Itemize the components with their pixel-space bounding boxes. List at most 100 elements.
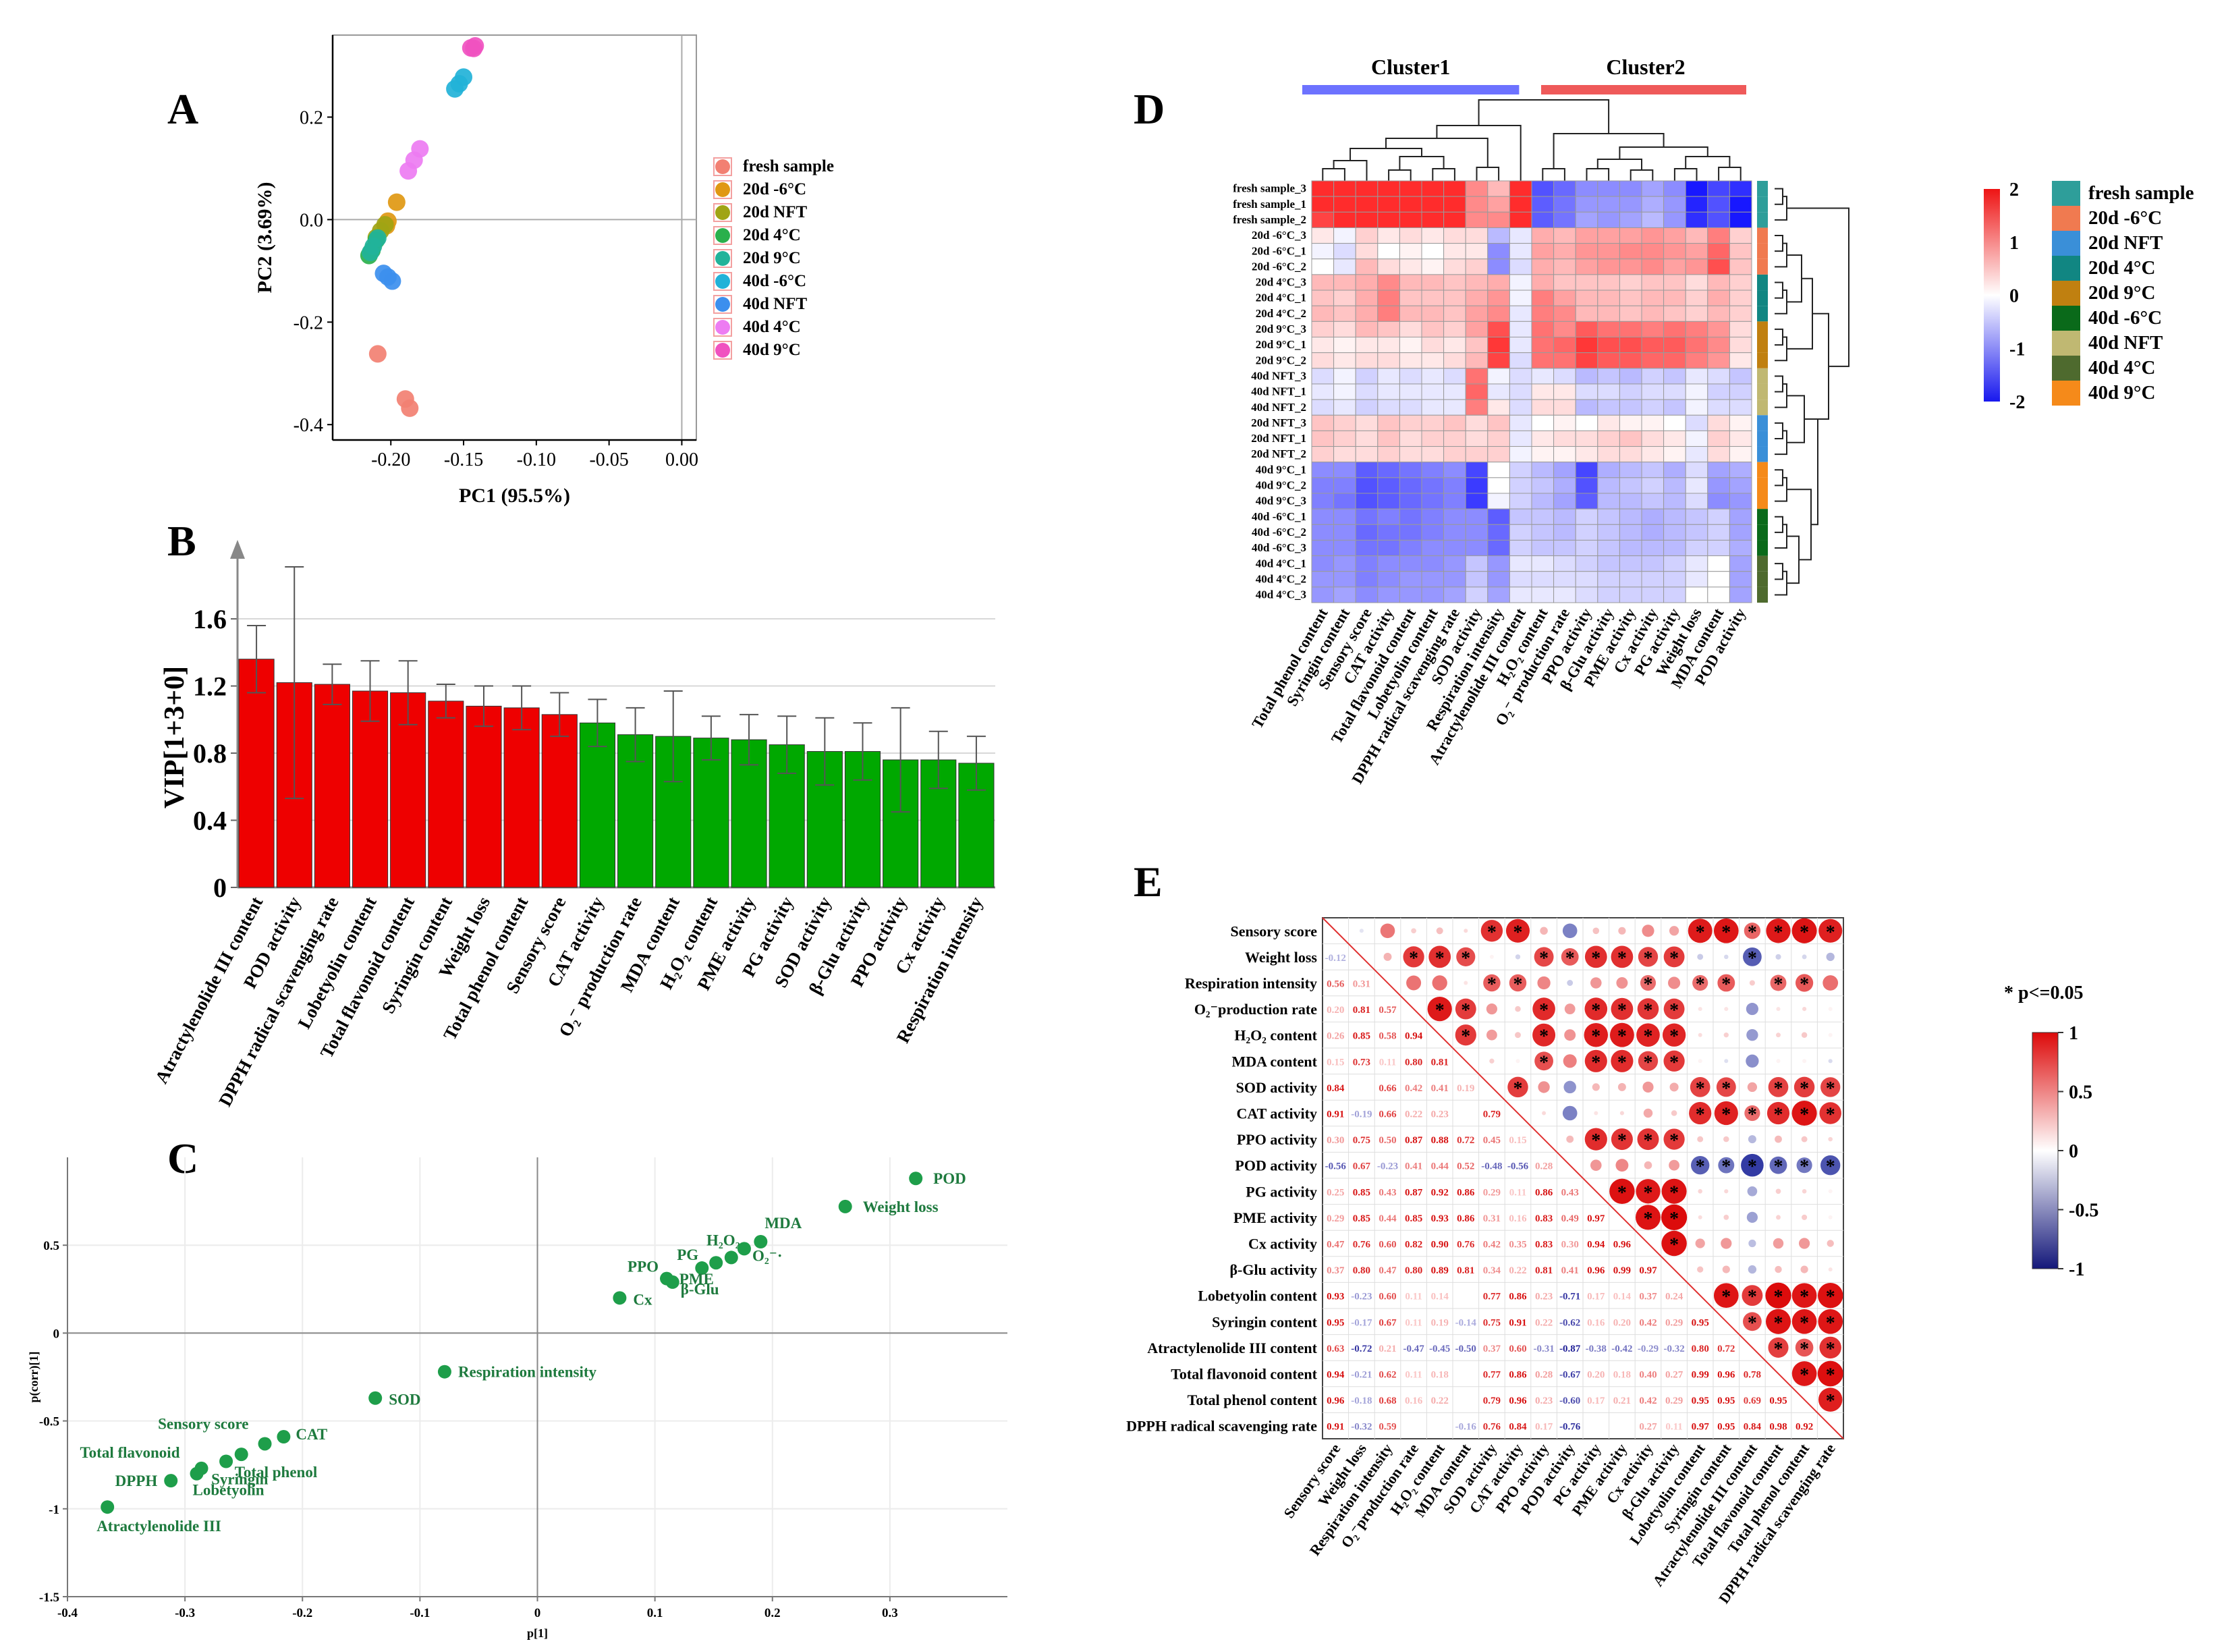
heatmap-cell: [1729, 321, 1752, 338]
heatmap-cell: [1333, 368, 1356, 385]
significance-star: *: [1748, 1287, 1757, 1308]
colorbar-tick-label: 0.5: [2069, 1082, 2092, 1103]
correlation-value: 0.80: [1405, 1265, 1422, 1276]
correlation-circle: [1744, 1105, 1760, 1122]
correlation-circle: [1663, 998, 1685, 1020]
heatmap-cell: [1597, 227, 1620, 244]
legend-marker: [715, 297, 730, 312]
column-dendrogram-link: [1586, 168, 1610, 181]
correlation-value: 0.89: [1431, 1265, 1449, 1276]
legend-item: fresh sample: [713, 155, 834, 178]
correlation-value: 0.42: [1483, 1240, 1501, 1250]
s-plot-point-label: Lobetyolin: [193, 1482, 265, 1499]
heatmap-cell: [1707, 508, 1730, 525]
heatmap-cell: [1597, 539, 1620, 557]
correlation-value: 0.22: [1405, 1109, 1422, 1120]
row-label: 40d NFT_3: [1251, 369, 1306, 382]
legend-marker: [715, 159, 730, 174]
heatmap-cell: [1509, 305, 1532, 322]
heatmap-cell: [1421, 586, 1445, 603]
heatmap-cell: [1377, 274, 1400, 291]
heatmap-cell: [1531, 211, 1555, 228]
heatmap-cell: [1619, 399, 1642, 416]
heatmap-cell: [1421, 211, 1445, 228]
heatmap-cell: [1465, 430, 1488, 447]
heatmap-cell: [1421, 571, 1445, 588]
heatmap-cell: [1421, 290, 1445, 306]
correlation-circle: [1455, 998, 1476, 1020]
heatmap-cell: [1531, 508, 1555, 525]
heatmap-cell: [1421, 446, 1445, 463]
s-plot-point: [101, 1500, 115, 1514]
y-tick-label: -0.5: [39, 1415, 59, 1429]
legend-label: fresh sample: [743, 157, 834, 175]
y-tick-label: 0.0: [300, 210, 323, 231]
legend-item: 40d NFT: [713, 293, 834, 316]
heatmap-cell: [1575, 211, 1598, 228]
row-group-annotation: [1757, 212, 1768, 228]
row-label: O₂⁻production rate: [1194, 1001, 1317, 1018]
significance-star: *: [1669, 1130, 1679, 1151]
correlation-circle: [1828, 1215, 1833, 1219]
heatmap-cell: [1531, 524, 1555, 541]
heatmap-cell: [1443, 524, 1466, 541]
correlation-value: 0.91: [1327, 1422, 1344, 1433]
row-group-annotation: [1757, 227, 1768, 244]
vip-bar: [466, 705, 502, 888]
significance-star: *: [1826, 922, 1835, 943]
correlation-circle: [1584, 1022, 1609, 1047]
heatmap-cell: [1399, 414, 1422, 431]
correlation-circle: [1766, 918, 1791, 943]
heatmap-cell: [1355, 227, 1379, 244]
significance-star: *: [1435, 948, 1445, 969]
correlation-value: 0.99: [1692, 1370, 1709, 1381]
correlation-circle: [1769, 1156, 1787, 1174]
heatmap-cell: [1377, 524, 1400, 541]
correlation-circle: [1594, 1111, 1598, 1116]
heatmap-cell: [1597, 555, 1620, 572]
heatmap-cell: [1663, 477, 1686, 494]
heatmap-cell: [1399, 462, 1422, 478]
heatmap-cell: [1333, 524, 1356, 541]
significance-star: *: [1774, 1105, 1783, 1126]
heatmap-cell: [1333, 337, 1356, 354]
correlation-value: 0.21: [1379, 1344, 1396, 1354]
correlation-circle: [1562, 1105, 1578, 1121]
correlation-circle: [1820, 1155, 1841, 1176]
heatmap-cell: [1597, 352, 1620, 369]
heatmap-cell: [1729, 274, 1752, 291]
correlation-value: 0.37: [1483, 1344, 1501, 1354]
correlation-circle: [1636, 1023, 1660, 1047]
heatmap-cell: [1685, 493, 1708, 510]
heatmap-cell: [1377, 290, 1400, 306]
significance-star: *: [1696, 922, 1705, 943]
correlation-value: -0.19: [1351, 1109, 1372, 1120]
heatmap-cell: [1377, 337, 1400, 354]
heatmap-cell: [1465, 571, 1488, 588]
s-plot-point-label: CAT: [296, 1426, 327, 1443]
heatmap-cell: [1575, 524, 1598, 541]
correlation-value: 0.20: [1587, 1370, 1605, 1381]
row-dendrogram-link: [1775, 524, 1787, 549]
correlation-value: -0.29: [1638, 1344, 1659, 1354]
correlation-circle: [1697, 1136, 1704, 1142]
heatmap-cell: [1531, 430, 1555, 447]
significance-star: *: [1435, 1000, 1445, 1021]
significance-star: *: [1669, 1182, 1679, 1203]
correlation-value: 0.31: [1353, 979, 1370, 990]
row-dendrogram-link: [1804, 312, 1829, 420]
correlation-circle: [1566, 1135, 1574, 1143]
colorbar-tick-label: 2: [2009, 180, 2019, 200]
heatmap-cell: [1641, 508, 1665, 525]
s-plot-point-label: POD: [933, 1170, 966, 1187]
correlation-circle: [1714, 1101, 1738, 1126]
row-label: fresh sample_3: [1233, 182, 1306, 195]
heatmap-cell: [1663, 446, 1686, 463]
legend-marker: [715, 274, 730, 289]
colorbar-tick-label: -2: [2009, 392, 2025, 413]
heatmap-cell: [1663, 571, 1686, 588]
correlation-value: 0.77: [1483, 1370, 1501, 1381]
correlation-circle: [1698, 1215, 1702, 1219]
heatmap-cell: [1311, 430, 1335, 447]
